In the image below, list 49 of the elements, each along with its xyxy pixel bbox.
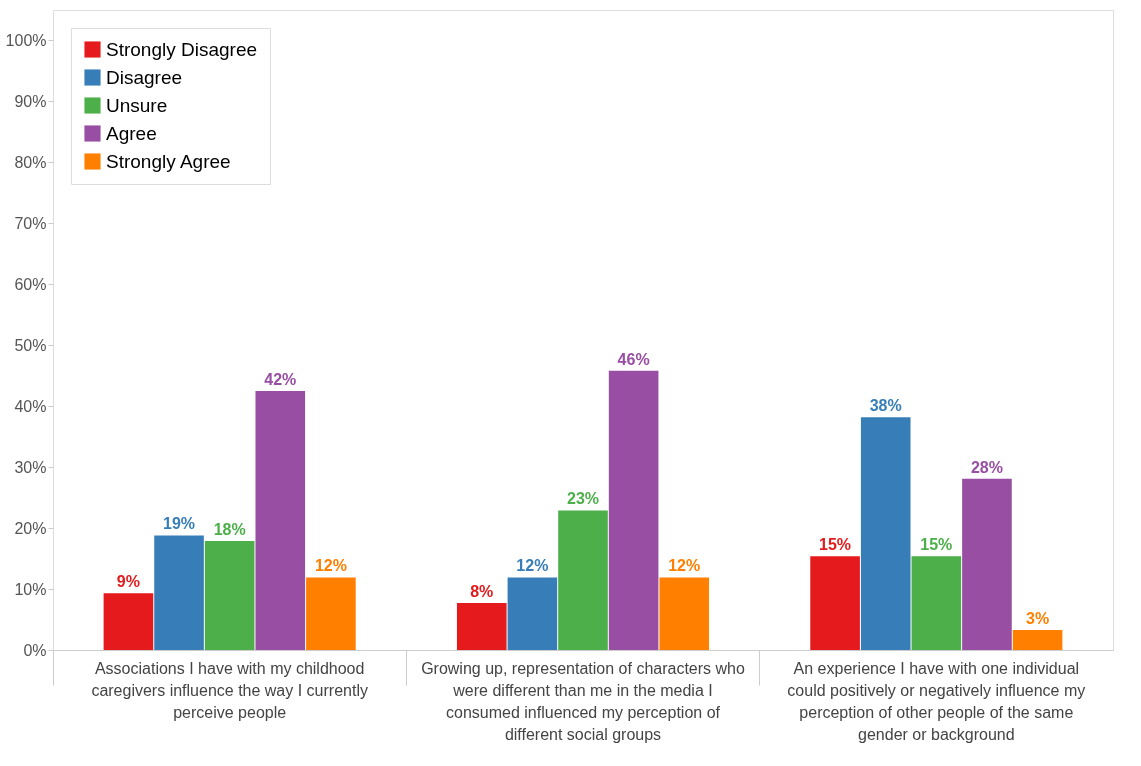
x-tick-label: Associations I have with my childhood caregivers influence the way I currently perceive people bbox=[91, 659, 368, 721]
y-tick-label: 10% bbox=[14, 580, 47, 598]
y-tick-label: 20% bbox=[14, 519, 47, 537]
y-tick-label: 60% bbox=[14, 275, 47, 293]
bar bbox=[558, 510, 608, 650]
data-label: 12% bbox=[668, 557, 701, 575]
y-tick-label: 0% bbox=[23, 641, 47, 659]
data-label: 38% bbox=[869, 397, 902, 415]
x-tick-label: Growing up, representation of characters who were different than me in the media I consumed influenced my perception of different social groups bbox=[421, 659, 745, 743]
bar bbox=[810, 556, 860, 650]
bar bbox=[962, 478, 1012, 650]
data-label: 9% bbox=[116, 573, 140, 591]
data-label: 15% bbox=[920, 536, 953, 554]
data-label: 28% bbox=[970, 458, 1003, 476]
data-label: 46% bbox=[617, 350, 650, 368]
x-tick-label: An experience I have with one individual could positively or negatively influence my perception of other people of the same gender or background bbox=[787, 659, 1086, 743]
bar bbox=[860, 417, 911, 650]
bar bbox=[255, 390, 306, 650]
bar bbox=[659, 577, 710, 650]
data-label: 15% bbox=[819, 536, 852, 554]
bar bbox=[204, 540, 255, 650]
data-label: 42% bbox=[264, 370, 297, 388]
legend-label: Disagree bbox=[106, 66, 183, 88]
bar bbox=[507, 577, 558, 650]
y-tick-label: 70% bbox=[14, 214, 47, 232]
bar bbox=[1012, 629, 1063, 650]
legend-label: Strongly Disagree bbox=[106, 38, 258, 60]
y-tick-label: 40% bbox=[14, 397, 47, 415]
bar bbox=[608, 370, 659, 650]
bar bbox=[456, 603, 507, 650]
y-tick-label: 100% bbox=[5, 31, 47, 49]
y-tick-label: 90% bbox=[14, 92, 47, 110]
legend-label: Agree bbox=[106, 122, 157, 144]
bar bbox=[154, 535, 204, 650]
legend-label: Unsure bbox=[106, 94, 168, 116]
data-label: 8% bbox=[470, 583, 494, 601]
data-label: 3% bbox=[1026, 609, 1050, 627]
data-label: 12% bbox=[516, 557, 549, 575]
legend-label: Strongly Agree bbox=[106, 150, 231, 172]
bar bbox=[306, 577, 356, 650]
bar bbox=[103, 593, 154, 650]
data-label: 12% bbox=[314, 557, 347, 575]
y-tick-label: 30% bbox=[14, 458, 47, 476]
y-tick-label: 50% bbox=[14, 336, 47, 354]
y-tick-label: 80% bbox=[14, 153, 47, 171]
data-label: 19% bbox=[163, 515, 196, 533]
bar bbox=[911, 556, 962, 650]
data-label: 18% bbox=[213, 520, 246, 538]
data-label: 23% bbox=[566, 490, 600, 508]
